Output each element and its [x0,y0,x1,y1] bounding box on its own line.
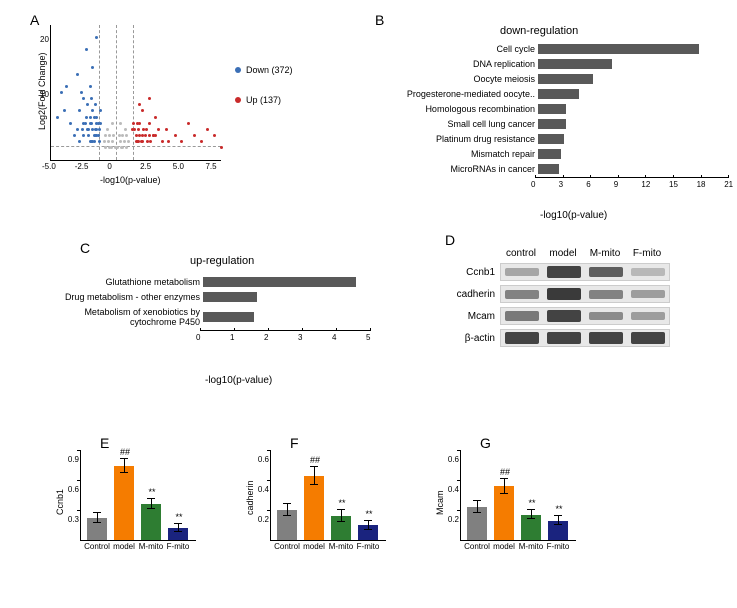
volcano-xlabel: -log10(p-value) [100,175,161,185]
chart-c-xlabel: -log10(p-value) [205,375,272,386]
volcano-plot [50,25,221,161]
legend-up-text: Up (137) [246,95,281,105]
legend-down-text: Down (372) [246,65,293,75]
panel-label-b: B [375,12,384,28]
chart-b-xlabel: -log10(p-value) [540,210,607,221]
volcano-hdash [51,146,221,147]
chart-c: Glutathione metabolismDrug metabolism - … [45,275,370,345]
panel-label-c: C [80,240,90,256]
panel-c-title: up-regulation [190,255,254,267]
figure-container: A Log2(Fold Change) -log10(p-value) -5.0… [10,10,727,598]
volcano-legend-down: Down (372) [235,65,293,75]
panel-label-a: A [30,12,39,28]
legend-dot-up [235,97,241,103]
volcano-vdash [116,25,117,160]
volcano-ytick: 20 [40,35,49,44]
chart-b: Cell cycleDNA replicationOocyte meiosisP… [380,42,728,192]
western-blot: controlmodelM-mitoF-mitoCcnb1cadherinMca… [445,248,670,351]
panel-label-d: D [445,232,455,248]
volcano-ytick: 10 [40,90,49,99]
panel-b-title: down-regulation [500,25,578,37]
volcano-vdash [133,25,134,160]
legend-dot-down [235,67,241,73]
volcano-legend-up: Up (137) [235,95,281,105]
